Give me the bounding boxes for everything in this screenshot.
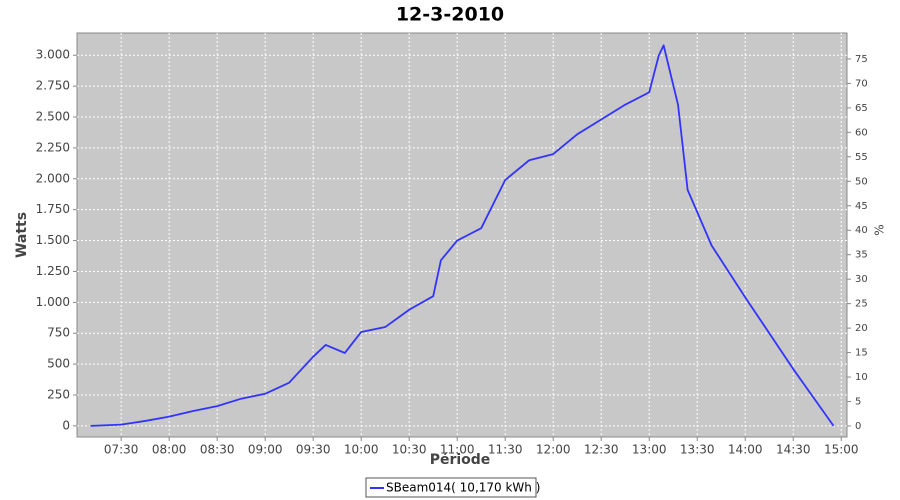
chart-title: 12-3-2010 bbox=[396, 4, 504, 26]
x-tick-label: 11:00 bbox=[440, 443, 475, 457]
y2-tick-label: 25 bbox=[855, 299, 868, 310]
y2-tick-label: 75 bbox=[855, 54, 868, 65]
y-tick-label: 500 bbox=[47, 357, 70, 371]
y-tick-label: 1.500 bbox=[36, 233, 70, 247]
series-line bbox=[90, 44, 835, 427]
y2-tick-label: 5 bbox=[855, 397, 861, 408]
y2-tick-label: 40 bbox=[855, 225, 868, 236]
x-tick-label: 09:30 bbox=[296, 443, 331, 457]
y-tick-label: 2.250 bbox=[36, 140, 70, 154]
y-tick-label: 1.750 bbox=[36, 202, 70, 216]
y2-tick-label: 15 bbox=[855, 348, 868, 359]
y-tick-label: 2.500 bbox=[36, 110, 70, 124]
y2-tick-label: 0 bbox=[855, 421, 861, 432]
y2-tick-label: 50 bbox=[855, 176, 868, 187]
y2-tick-label: 35 bbox=[855, 250, 868, 261]
y-tick-label: 2.000 bbox=[36, 171, 70, 185]
x-tick-label: 14:30 bbox=[776, 443, 811, 457]
x-tick-label: 10:30 bbox=[392, 443, 427, 457]
y-tick-label: 250 bbox=[47, 387, 70, 401]
y2-tick-label: 70 bbox=[855, 78, 868, 89]
x-tick-label: 07:30 bbox=[104, 443, 139, 457]
x-tick-label: 09:00 bbox=[248, 443, 283, 457]
y-axis-label: Watts bbox=[14, 212, 30, 258]
y-tick-label: 1.000 bbox=[36, 295, 70, 309]
y2-axis-label: % bbox=[873, 224, 887, 235]
y2-tick-label: 30 bbox=[855, 274, 868, 285]
x-tick-label: 12:00 bbox=[536, 443, 571, 457]
y2-tick-label: 55 bbox=[855, 152, 868, 163]
legend-label: SBeam014( 10,170 kWh ) bbox=[386, 481, 540, 495]
x-tick-label: 10:00 bbox=[344, 443, 379, 457]
y2-tick-label: 10 bbox=[855, 372, 868, 383]
y-tick-label: 1.250 bbox=[36, 264, 70, 278]
y-tick-label: 750 bbox=[47, 326, 70, 340]
x-tick-label: 13:00 bbox=[632, 443, 667, 457]
y2-tick-label: 65 bbox=[855, 103, 868, 114]
x-tick-label: 08:00 bbox=[152, 443, 187, 457]
y2-tick-label: 60 bbox=[855, 127, 868, 138]
x-tick-label: 12:30 bbox=[584, 443, 619, 457]
x-tick-label: 15:00 bbox=[824, 443, 859, 457]
y2-tick-label: 20 bbox=[855, 323, 868, 334]
y-tick-label: 0 bbox=[62, 418, 70, 432]
x-tick-label: 14:00 bbox=[728, 443, 763, 457]
y2-tick-label: 45 bbox=[855, 201, 868, 212]
x-axis-label: Période bbox=[430, 452, 491, 468]
x-tick-label: 08:30 bbox=[200, 443, 235, 457]
y-tick-label: 2.750 bbox=[36, 79, 70, 93]
x-tick-label: 11:30 bbox=[488, 443, 523, 457]
y-tick-label: 3.000 bbox=[36, 48, 70, 62]
x-tick-label: 13:30 bbox=[680, 443, 715, 457]
plot-area bbox=[76, 32, 848, 438]
legend bbox=[365, 477, 537, 498]
